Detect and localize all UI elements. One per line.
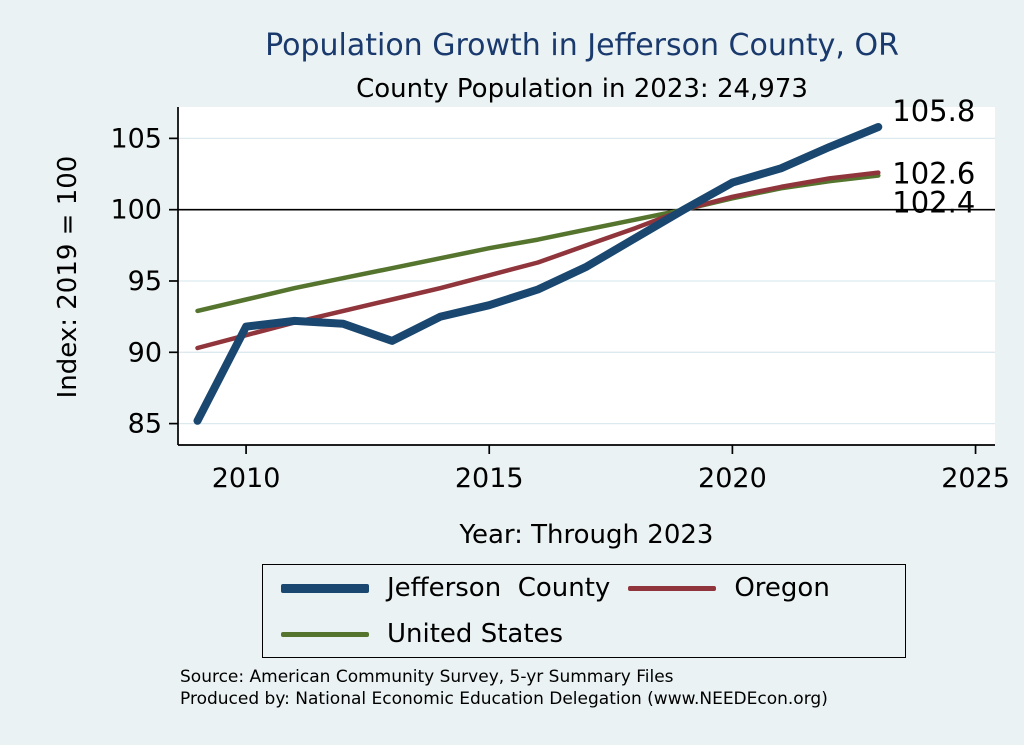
legend-item-united-states: United States xyxy=(263,619,610,649)
source-line: Source: American Community Survey, 5-yr … xyxy=(180,667,674,687)
end-label-oregon: 102.6 xyxy=(892,157,975,191)
y-tick-label: 85 xyxy=(128,409,162,440)
y-tick-label: 100 xyxy=(110,195,162,226)
y-tick-label: 90 xyxy=(128,337,162,368)
y-tick-label: 105 xyxy=(110,123,162,154)
legend-item-oregon: Oregon xyxy=(610,573,905,603)
x-tick-label: 2010 xyxy=(212,463,281,494)
chart-subtitle: County Population in 2023: 24,973 xyxy=(356,74,808,104)
united-states-line-swatch xyxy=(281,631,369,637)
chart-title: Population Growth in Jefferson County, O… xyxy=(265,28,899,63)
x-tick-label: 2015 xyxy=(455,463,524,494)
y-axis-title: Index: 2019 = 100 xyxy=(53,155,83,399)
legend-label-oregon: Oregon xyxy=(734,573,830,603)
series-line-jefferson-county xyxy=(193,123,883,425)
source-note: Source: American Community Survey, 5-yr … xyxy=(180,666,1000,710)
x-tick-label: 2025 xyxy=(941,463,1010,494)
legend: Jefferson County Oregon United States xyxy=(262,564,906,658)
y-tick-label: 95 xyxy=(128,266,162,297)
x-tick-label: 2020 xyxy=(698,463,767,494)
oregon-line-swatch xyxy=(628,585,717,591)
end-label-united-states: 102.4 xyxy=(892,185,975,219)
jefferson-county-line-swatch xyxy=(281,583,369,593)
legend-label-united-states: United States xyxy=(387,619,564,649)
produced-by-line: Produced by: National Economic Education… xyxy=(180,689,828,710)
plot-area xyxy=(178,107,995,445)
legend-item-jefferson-county: Jefferson County xyxy=(263,573,610,603)
end-label-jefferson-county: 105.8 xyxy=(892,94,975,128)
legend-label-jefferson-county: Jefferson County xyxy=(387,573,611,603)
x-axis-title: Year: Through 2023 xyxy=(459,520,714,550)
